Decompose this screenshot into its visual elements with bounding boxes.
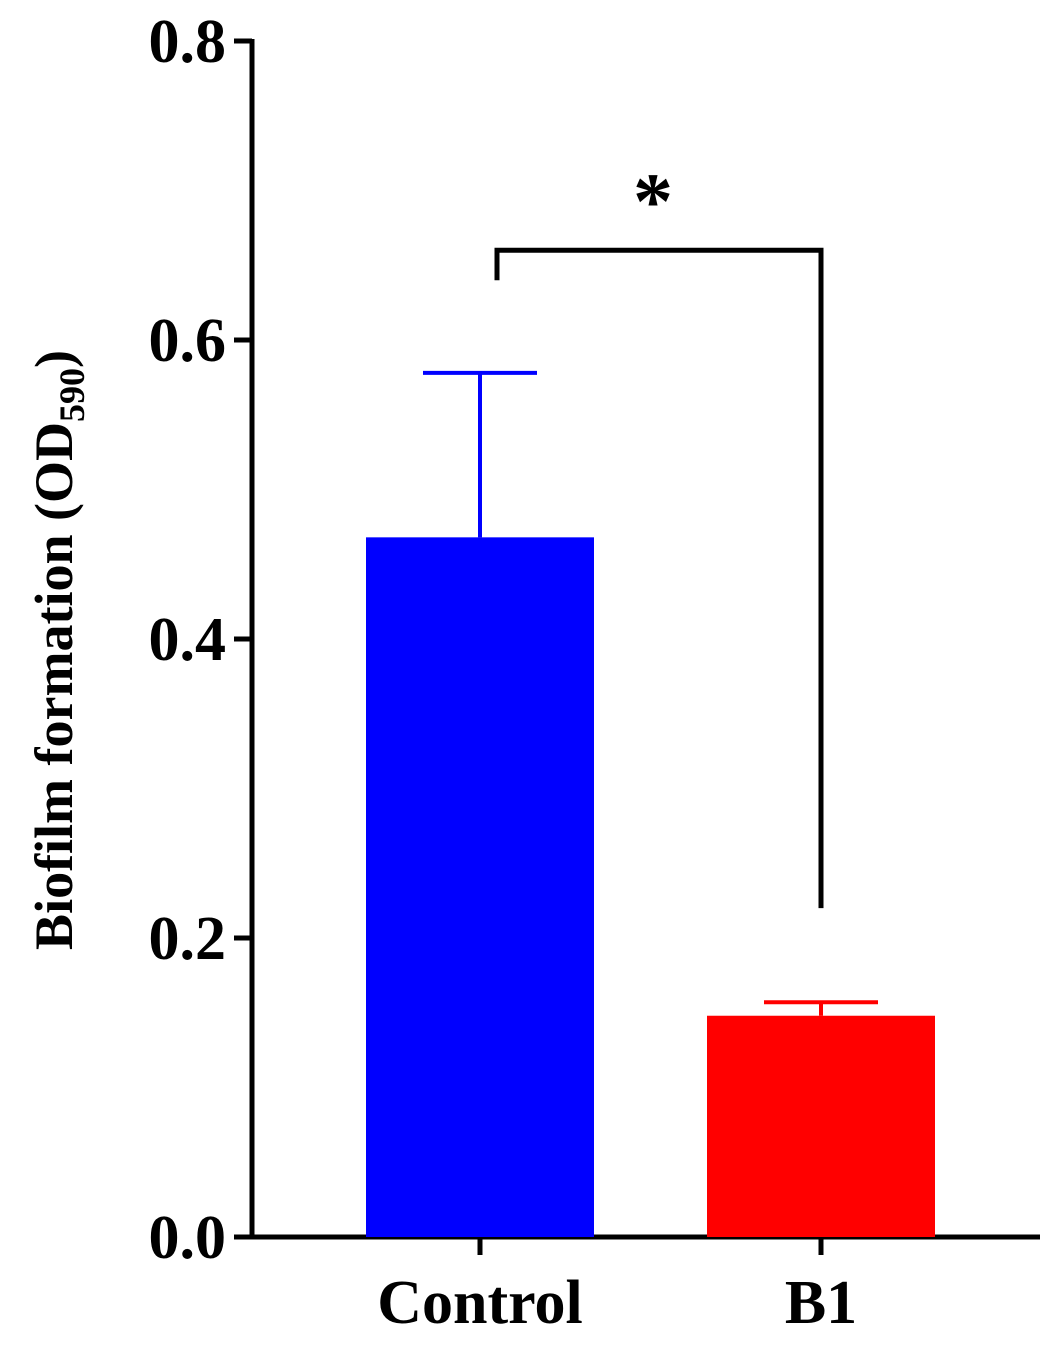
y-axis-title-close: ) [24, 350, 84, 368]
error-bars [423, 370, 878, 1016]
y-tick-label: 0.2 [149, 905, 227, 973]
significance-annotation: * [494, 158, 824, 909]
y-tick-label: 0.0 [149, 1204, 227, 1272]
y-tick-label: 0.8 [149, 8, 227, 76]
y-tick-label: 0.6 [149, 307, 227, 375]
significance-star: * [633, 158, 673, 246]
bars [366, 537, 935, 1237]
x-tick-label-b1: B1 [785, 1269, 857, 1337]
bar-b1 [707, 1015, 935, 1237]
y-tick-label: 0.4 [149, 606, 227, 674]
y-axis-title-main: Biofilm formation (OD [24, 422, 84, 950]
x-ticks: Control B1 [377, 1237, 857, 1337]
bar-control [366, 537, 594, 1237]
y-axis-title-subscript: 590 [52, 368, 92, 422]
y-axis-title: Biofilm formation (OD590) [24, 350, 92, 950]
y-ticks: 0.0 0.2 0.4 0.6 0.8 [149, 8, 252, 1272]
significance-bracket [494, 247, 824, 909]
x-tick-label-control: Control [377, 1269, 583, 1337]
